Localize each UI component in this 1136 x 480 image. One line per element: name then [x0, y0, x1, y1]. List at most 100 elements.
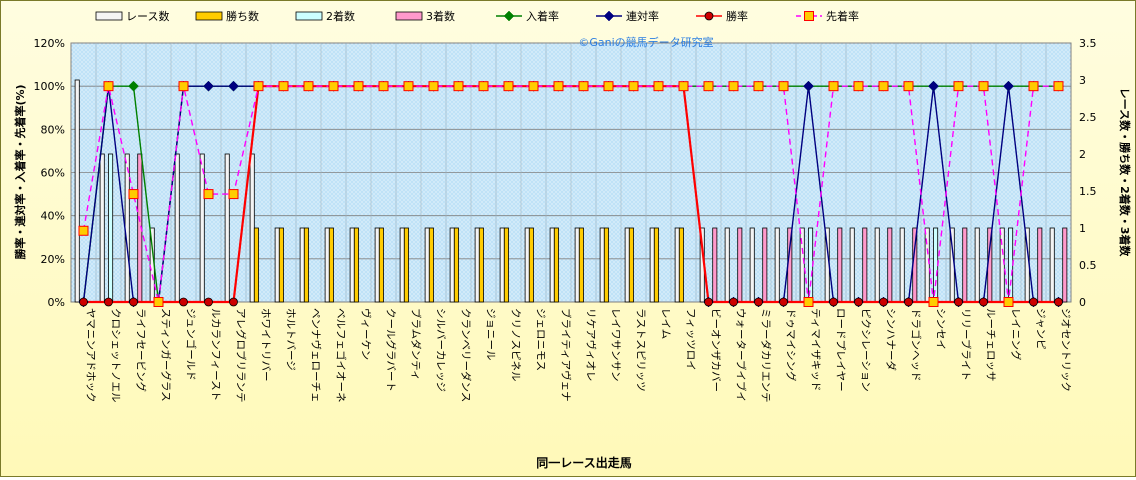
point-marker — [79, 297, 88, 307]
bar — [478, 227, 484, 303]
x-tick-label: レイニング — [1010, 308, 1023, 361]
bar — [328, 227, 334, 303]
bar — [253, 227, 259, 303]
bar — [849, 227, 855, 303]
bar — [749, 227, 755, 303]
legend-label: 2着数 — [326, 9, 355, 23]
bar — [499, 227, 505, 303]
x-axis-categories: ヤマニンアドホック クロシェットノエル ライフセービング スティンガーグラス ジュンゴー… — [85, 308, 1072, 403]
bar — [674, 227, 680, 303]
point-marker — [179, 297, 188, 307]
x-tick-label: スティンガーグラス — [160, 308, 173, 402]
bar — [599, 227, 605, 303]
y-tick-label-left: 0% — [48, 296, 65, 309]
x-tick-label: レイワサンサン — [610, 308, 622, 382]
x-tick-label: ジェロニモス — [535, 308, 547, 371]
bar-series — [74, 79, 1068, 303]
point-marker — [328, 81, 339, 92]
bar — [224, 153, 230, 303]
point-marker — [678, 81, 689, 92]
bar — [74, 79, 80, 303]
point-marker — [503, 81, 514, 92]
point-marker — [1054, 297, 1063, 307]
point-marker — [704, 11, 714, 21]
point-marker — [104, 297, 113, 307]
bar — [678, 227, 684, 303]
point-marker — [228, 80, 239, 92]
legend-label: 勝ち数 — [226, 9, 259, 23]
x-tick-label: ジュンゴールド — [185, 308, 198, 381]
bar — [428, 227, 434, 303]
point-marker — [453, 81, 464, 92]
point-marker — [603, 81, 614, 92]
point-marker — [353, 81, 364, 92]
x-tick-label: クールグラバート — [385, 308, 398, 392]
bar — [124, 153, 130, 303]
bar — [862, 227, 868, 303]
bar — [303, 227, 309, 303]
point-marker — [603, 10, 615, 22]
bar — [174, 153, 180, 303]
y-tick-label-right: 0 — [1079, 296, 1086, 309]
x-tick-label: ヤマニンアドホック — [85, 308, 97, 403]
bar — [962, 227, 968, 303]
bar — [578, 227, 584, 303]
bar — [399, 227, 405, 303]
point-marker — [229, 297, 238, 307]
bar — [503, 227, 509, 303]
point-marker — [978, 81, 989, 92]
bar — [1037, 227, 1043, 303]
bar — [299, 227, 305, 303]
x-tick-label: ドゥマイシング — [785, 308, 798, 382]
point-marker — [378, 81, 389, 92]
bar — [837, 227, 843, 303]
point-marker — [203, 80, 214, 92]
x-tick-label: シンセイ — [935, 308, 947, 350]
point-marker — [403, 81, 414, 92]
point-marker — [729, 297, 738, 307]
point-marker — [753, 81, 764, 92]
point-marker — [1053, 81, 1064, 92]
point-marker — [478, 81, 489, 92]
point-marker — [903, 81, 914, 92]
point-marker — [1029, 297, 1038, 307]
y-tick-label-left: 60% — [41, 167, 65, 180]
x-tick-label: ジョニール — [485, 308, 497, 361]
bar — [99, 153, 105, 303]
bar — [974, 227, 980, 303]
bar — [274, 227, 280, 303]
line-series — [78, 80, 1064, 308]
point-marker — [178, 81, 189, 92]
point-marker — [928, 297, 939, 307]
point-marker — [528, 81, 539, 92]
point-marker — [953, 81, 964, 92]
bar — [524, 227, 530, 303]
bar — [899, 227, 905, 303]
point-marker — [203, 189, 214, 200]
point-marker — [779, 297, 788, 307]
bar — [528, 227, 534, 303]
bar — [1049, 227, 1055, 303]
y-axis-left: 0% 20% 40% 60% 80% 100% 120% — [34, 37, 65, 309]
point-marker — [878, 81, 889, 92]
point-marker — [904, 297, 913, 307]
x-tick-label: ホルトバージ — [285, 308, 297, 371]
x-tick-label: クリノスピネル — [510, 308, 522, 382]
y-tick-label-right: 3.5 — [1079, 37, 1097, 50]
y-tick-label-right: 2 — [1079, 148, 1086, 161]
legend-label: レース数 — [126, 10, 169, 23]
watermark: ©Ganiの競馬データ研究室 — [578, 35, 713, 49]
x-tick-label: ホワイトリバー — [260, 308, 272, 382]
point-marker — [428, 81, 439, 92]
x-tick-label: クランベリーダンス — [460, 308, 473, 402]
legend-swatch — [195, 11, 223, 21]
bar — [874, 227, 880, 303]
x-tick-label: ペンナヴェローチェ — [310, 308, 323, 403]
point-marker — [553, 81, 564, 92]
point-marker — [928, 80, 939, 92]
legend-swatch — [395, 11, 423, 21]
x-tick-label: ティマイザキッド — [810, 308, 822, 391]
point-marker — [253, 81, 264, 92]
bar — [449, 227, 455, 303]
